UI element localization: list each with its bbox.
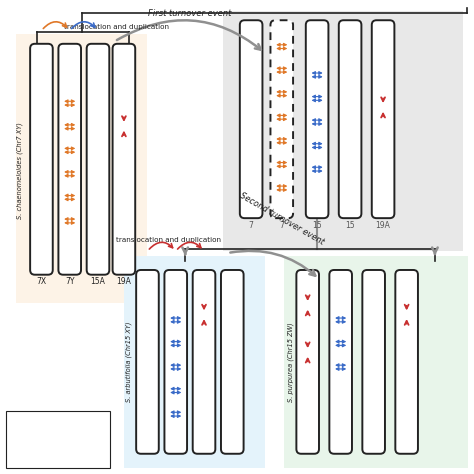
FancyBboxPatch shape bbox=[164, 270, 187, 454]
FancyBboxPatch shape bbox=[240, 20, 263, 218]
FancyBboxPatch shape bbox=[30, 44, 53, 275]
FancyBboxPatch shape bbox=[306, 20, 328, 218]
FancyBboxPatch shape bbox=[395, 270, 418, 454]
Text: 19A: 19A bbox=[117, 277, 131, 286]
Text: translocation and duplication: translocation and duplication bbox=[116, 237, 221, 243]
Bar bbox=[124, 256, 265, 468]
Text: 7: 7 bbox=[249, 220, 254, 229]
FancyBboxPatch shape bbox=[296, 270, 319, 454]
Text: 7Y: 7Y bbox=[65, 277, 74, 286]
Text: 19A: 19A bbox=[375, 220, 391, 229]
Text: translocation and duplication: translocation and duplication bbox=[64, 24, 169, 30]
FancyBboxPatch shape bbox=[58, 44, 81, 275]
Bar bbox=[6, 411, 110, 468]
FancyBboxPatch shape bbox=[193, 270, 215, 454]
Bar bbox=[284, 256, 468, 468]
FancyBboxPatch shape bbox=[113, 44, 135, 275]
Text: 7: 7 bbox=[279, 220, 284, 229]
Text: 7X: 7X bbox=[36, 277, 46, 286]
Bar bbox=[16, 35, 147, 303]
FancyBboxPatch shape bbox=[329, 270, 352, 454]
Text: Second turnover event: Second turnover event bbox=[238, 191, 326, 246]
FancyBboxPatch shape bbox=[221, 270, 244, 454]
FancyBboxPatch shape bbox=[339, 20, 361, 218]
FancyBboxPatch shape bbox=[271, 20, 293, 218]
Text: 15: 15 bbox=[345, 220, 355, 229]
Bar bbox=[223, 11, 463, 251]
Text: S. purpurea (Chr15 ZW): S. purpurea (Chr15 ZW) bbox=[287, 322, 294, 402]
FancyBboxPatch shape bbox=[136, 270, 159, 454]
Text: S. arbutifolia (Chr15 XY): S. arbutifolia (Chr15 XY) bbox=[125, 322, 132, 402]
Text: RR partial duplicates: RR partial duplicates bbox=[38, 452, 111, 458]
Text: 15: 15 bbox=[312, 220, 322, 229]
Text: S. chaenomeloides (Chr7 XY): S. chaenomeloides (Chr7 XY) bbox=[16, 123, 23, 219]
FancyBboxPatch shape bbox=[372, 20, 394, 218]
FancyBboxPatch shape bbox=[87, 44, 109, 275]
Text: RR intact gene: RR intact gene bbox=[38, 425, 90, 431]
FancyBboxPatch shape bbox=[362, 270, 385, 454]
Text: First turnover event: First turnover event bbox=[148, 9, 232, 18]
Text: 15A: 15A bbox=[91, 277, 105, 286]
